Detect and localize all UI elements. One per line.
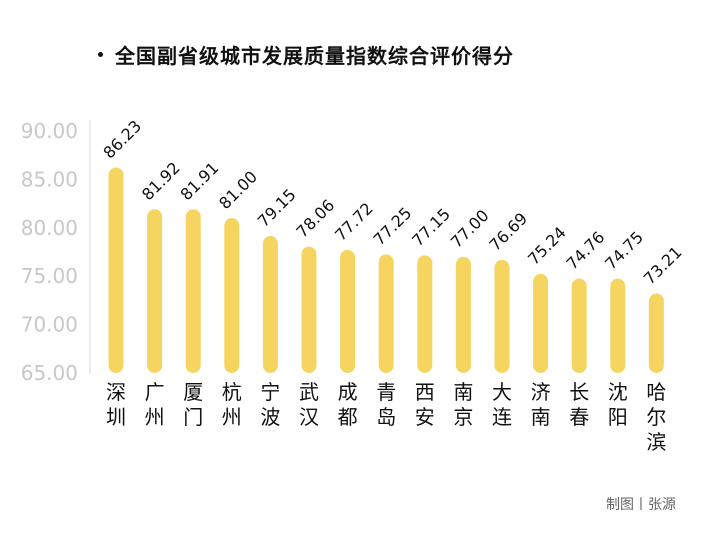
x-tick-label: 哈尔滨 [646,380,666,454]
x-tick-label: 南京 [453,380,473,429]
data-label: 86.23 [99,116,145,162]
bar [147,209,163,373]
y-tick-label: 70.00 [21,313,78,337]
bar [262,236,278,373]
x-tick-label: 宁波 [260,380,280,429]
x-tick-label: 广州 [145,380,165,429]
chart-title-text: 全国副省级城市发展质量指数综合评价得分 [115,44,514,68]
y-tick-label: 75.00 [21,264,78,288]
credit-text: 制图丨张源 [606,497,676,513]
y-tick-label: 90.00 [21,119,78,143]
y-tick-label: 65.00 [21,361,78,385]
x-tick-label: 成都 [338,380,358,429]
data-label: 77.72 [331,199,377,245]
data-label: 78.06 [292,196,338,242]
x-tick-label: 武汉 [299,380,319,429]
x-tick-label: 厦门 [183,380,203,429]
bar [610,278,626,373]
data-label: 77.25 [370,203,416,249]
y-tick-label: 80.00 [21,216,78,240]
bar [533,273,549,373]
x-tick-label: 杭州 [222,380,242,429]
bar [494,259,510,373]
x-tick-label: 长春 [569,380,589,429]
data-label: 77.15 [408,204,454,250]
chart-title: 全国副省级城市发展质量指数综合评价得分 [98,40,514,69]
x-tick-label: 深圳 [106,380,126,429]
data-label: 74.76 [563,228,609,274]
x-tick-label: 沈阳 [608,380,628,429]
data-label: 79.15 [254,185,300,231]
data-label: 81.00 [215,167,261,213]
bar [108,167,124,373]
x-tick-label: 西安 [415,380,435,429]
bar [301,246,317,373]
y-axis: 90.00 85.00 80.00 75.00 70.00 65.00 [21,119,91,385]
data-label: 77.00 [447,206,493,252]
data-label: 76.69 [485,209,531,255]
data-label: 81.91 [177,158,223,204]
bar [185,209,201,373]
bars [108,167,664,373]
bar [571,278,587,373]
data-label: 75.24 [524,223,570,269]
bullet-dot-icon [98,52,103,57]
y-tick-label: 85.00 [21,167,78,191]
x-tick-label: 青岛 [376,380,396,429]
bar [648,293,664,373]
bar [224,218,240,373]
x-tick-label: 大连 [492,380,512,429]
bar [378,254,394,373]
data-label: 81.92 [138,158,184,204]
data-label: 73.21 [640,243,686,289]
data-label: 74.75 [601,228,647,274]
bar [417,255,433,373]
bar [340,249,356,373]
bar [455,256,471,373]
x-tick-label: 济南 [531,380,551,429]
